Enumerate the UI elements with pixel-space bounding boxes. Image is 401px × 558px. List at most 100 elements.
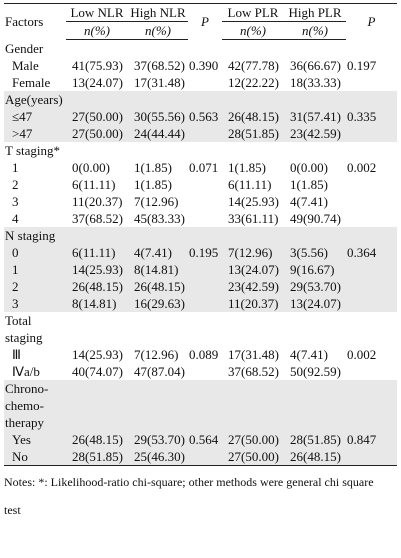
p-cell: [188, 294, 222, 312]
p-cell: [346, 294, 397, 312]
section-row: N staging: [4, 226, 397, 244]
p-cell: [346, 176, 397, 193]
cell: 16(29.63): [128, 294, 188, 312]
data-row: 3 11(20.37) 7(12.96) 14(25.93) 4(7.41): [4, 193, 397, 210]
cell: 27(50.00): [222, 430, 284, 448]
cell: 14(25.93): [228, 193, 279, 209]
row-label: Ⅳa/b: [12, 363, 40, 379]
data-row: 1 14(25.93) 8(14.81) 13(24.07) 9(16.67): [4, 260, 397, 278]
cell: 1(1.85): [134, 159, 172, 175]
p-cell: 0.564: [188, 430, 222, 448]
cell: 27(50.00): [222, 447, 284, 465]
row-label: Yes: [4, 430, 66, 448]
cell: 4(7.41): [290, 193, 328, 209]
section-label: Gender: [5, 40, 44, 56]
header-row: n(%) n(%) n(%) n(%): [4, 21, 397, 40]
p-cell: [188, 277, 222, 295]
cell: 26(48.15): [222, 107, 284, 125]
row-label: ≤47: [4, 107, 66, 125]
cell: 29(53.70): [284, 277, 346, 295]
cell: 7(12.96): [134, 193, 179, 209]
data-row: Ⅳa/b 40(74.07) 47(87.04) 37(68.52) 50(92.59): [4, 363, 397, 380]
cell: 7(12.96): [222, 243, 284, 261]
cell: 13(24.07): [72, 74, 123, 90]
cell: 12(22.22): [228, 74, 279, 90]
cell: 37(68.52): [72, 210, 123, 226]
section-label: Age(years): [4, 90, 66, 108]
row-label: 1: [12, 159, 19, 175]
header-cell: n(%): [284, 21, 346, 40]
p-cell: [188, 193, 222, 210]
cell: 0(0.00): [72, 159, 110, 175]
cell: 6(11.11): [72, 176, 116, 192]
cell: 1(1.85): [134, 176, 172, 192]
cell: 41(75.93): [72, 57, 123, 73]
section-label: T staging*: [5, 142, 61, 158]
cell: 27(50.00): [66, 124, 128, 142]
section-row: T staging*: [4, 142, 397, 159]
p-cell: [346, 210, 397, 227]
header-cell: Low PLR: [222, 3, 284, 22]
cell: 33(61.11): [228, 210, 279, 226]
header-cell: n(%): [66, 21, 128, 40]
cell: [66, 90, 397, 108]
cell: 1(1.85): [290, 176, 328, 192]
p-cell: 0.847: [346, 430, 397, 448]
cell: 36(66.67): [290, 57, 341, 73]
data-row: 1 0(0.00) 1(1.85) 0.071 1(1.85) 0(0.00) 0.002: [4, 159, 397, 176]
cell: 13(24.07): [222, 260, 284, 278]
cell: 26(48.15): [66, 277, 128, 295]
cell: 14(25.93): [66, 260, 128, 278]
cell: 23(42.59): [284, 124, 346, 142]
cell: [66, 226, 397, 244]
row-label: 0: [4, 243, 66, 261]
section-row: Age(years): [4, 90, 397, 108]
p-cell: [188, 447, 222, 465]
cell: 18(33.33): [290, 74, 341, 90]
row-label: Female: [12, 74, 51, 90]
p-cell: 0.195: [188, 243, 222, 261]
cell: 6(11.11): [228, 176, 272, 192]
cell: 29(53.70): [128, 430, 188, 448]
cell: 28(51.85): [222, 124, 284, 142]
p-cell: [188, 176, 222, 193]
section-row: Total staging: [4, 312, 397, 346]
section-label: Chrono-chemo-therapy: [4, 379, 66, 431]
cell: 28(51.85): [284, 430, 346, 448]
section-row: Gender: [4, 40, 397, 57]
cell: 37(68.52): [228, 363, 279, 379]
data-row: ≤47 27(50.00) 30(55.56) 0.563 26(48.15) 31(57…: [4, 107, 397, 125]
p-cell: 0.364: [346, 243, 397, 261]
cell: 26(48.15): [66, 430, 128, 448]
row-label: 2: [4, 277, 66, 295]
cell: 14(25.93): [72, 346, 123, 362]
cell: 50(92.59): [290, 363, 341, 379]
cell: 4(7.41): [128, 243, 188, 261]
notes: Notes: *: Likelihood-ratio chi-square; o…: [4, 474, 374, 517]
section-label: Total staging: [5, 312, 43, 345]
cell: 17(31.48): [228, 346, 279, 362]
table-wrap: Factors Low NLR High NLR P Low PLR High …: [4, 3, 397, 517]
cell: [66, 142, 397, 159]
row-label: 3: [4, 294, 66, 312]
cell: 31(57.41): [284, 107, 346, 125]
data-row: No 28(51.85) 25(46.30) 27(50.00) 26(48.15): [4, 447, 397, 465]
row-label: No: [4, 447, 66, 465]
p-cell: [188, 124, 222, 142]
header-cell: n(%): [222, 21, 284, 40]
p-cell: [346, 124, 397, 142]
header-cell: High PLR: [284, 3, 346, 22]
cell: 11(20.37): [222, 294, 284, 312]
cell: 0(0.00): [290, 159, 328, 175]
p-cell: 0.002: [347, 159, 377, 175]
cell: 26(48.15): [284, 447, 346, 465]
header-cell: n(%): [128, 21, 188, 40]
cell: 23(42.59): [222, 277, 284, 295]
data-row: Yes 26(48.15) 29(53.70) 0.564 27(50.00) 28(51…: [4, 430, 397, 448]
p-cell: [346, 277, 397, 295]
cell: [66, 312, 397, 346]
data-row: Male 41(75.93) 37(68.52) 0.390 42(77.78) 36(6…: [4, 57, 397, 74]
cell: 40(74.07): [72, 363, 123, 379]
cell: 28(51.85): [66, 447, 128, 465]
